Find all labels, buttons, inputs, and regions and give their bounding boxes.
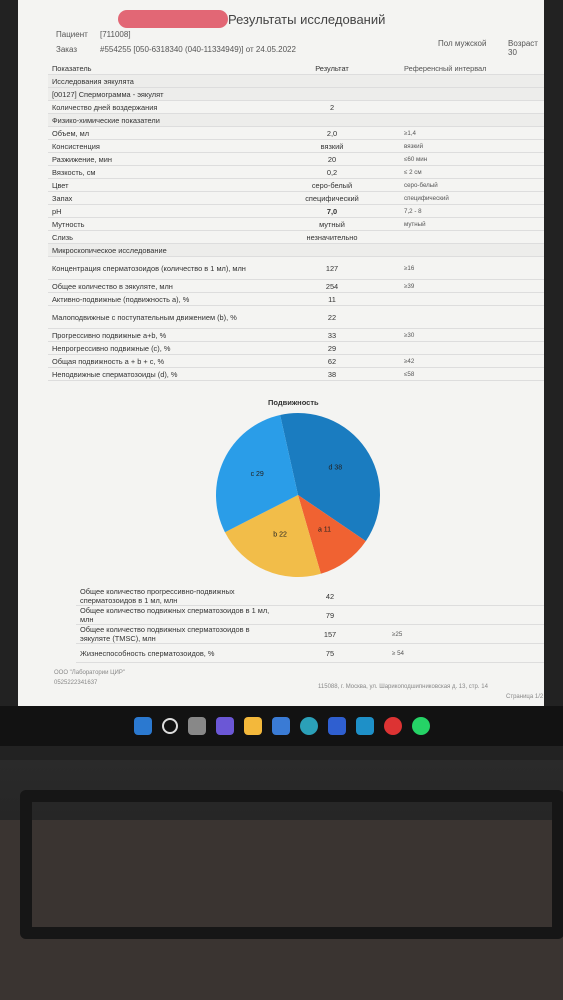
chat-icon[interactable] xyxy=(215,717,234,735)
search-icon[interactable] xyxy=(161,718,178,734)
table-row: Общее количество прогрессивно-подвижных … xyxy=(76,587,544,606)
patient-value: [711008] xyxy=(100,30,131,39)
table-row: Запах специфический специфический xyxy=(48,192,544,205)
order-label: Заказ xyxy=(56,45,77,54)
table-row: Прогрессивно подвижные a+b, % 33 ≥30 xyxy=(48,329,544,342)
pie-label-b: b 22 xyxy=(273,531,287,538)
table-row: Общее количество подвижных сперматозоидо… xyxy=(76,606,544,625)
table-header: Показатель Результат Референсный интерва… xyxy=(48,62,544,75)
table-row: Концентрация сперматозоидов (количество … xyxy=(48,257,544,280)
app2-icon[interactable] xyxy=(355,717,374,735)
taskview-icon[interactable] xyxy=(187,717,206,735)
section-phys: Физико-химические показатели xyxy=(48,114,544,127)
table-row: Активно-подвижные (подвижность а), % 11 xyxy=(48,293,544,306)
redacted-name xyxy=(118,10,228,28)
section-sperm: [00127] Спермограмма - эякулят xyxy=(48,88,544,101)
table-row: Жизнеспособность сперматозоидов, % 75 ≥ 54 xyxy=(76,644,544,663)
pie-label-d: d 38 xyxy=(328,465,342,472)
lab-report: Результаты исследований Пациент [711008]… xyxy=(18,0,544,706)
pie-slice-c xyxy=(215,414,298,533)
table-row: Общее количество в эякуляте, млн 254 ≥39 xyxy=(48,280,544,293)
table-row: Цвет серо-белый серо-белый xyxy=(48,179,544,192)
order-value: #554255 [050-6318340 (040-11334949)] от … xyxy=(100,45,296,54)
footer-page: Страница 1/2 xyxy=(506,694,544,700)
whatsapp-icon[interactable] xyxy=(411,717,430,735)
patient-label: Пациент xyxy=(56,30,88,39)
app3-icon[interactable] xyxy=(383,717,402,735)
results-table: Показатель Результат Референсный интерва… xyxy=(48,62,544,381)
store-icon[interactable] xyxy=(271,717,290,735)
section-micro: Микроскопическое исследование xyxy=(48,244,544,257)
table-row: Разжижение, мин 20 ≤60 мин xyxy=(48,153,544,166)
table-row: Мутность мутный мутный xyxy=(48,218,544,231)
table-row: Малоподвижные с поступательным движением… xyxy=(48,306,544,329)
motility-pie-chart: d 38 a 11 b 22 c 29 xyxy=(215,413,380,577)
monitor-screen: Результаты исследований Пациент [711008]… xyxy=(18,0,544,706)
footer-code: 0525222341637 xyxy=(54,680,98,686)
table-row: Общее количество подвижных сперматозоидо… xyxy=(76,625,544,644)
table-row: Количество дней воздержания 2 xyxy=(48,101,544,114)
table-row: pH 7,0 7,2 - 8 xyxy=(48,205,544,218)
edge-icon[interactable] xyxy=(299,717,318,735)
section-main: Исследования эякулята xyxy=(48,75,544,88)
table-row: Неподвижные сперматозоиды (d), % 38 ≤58 xyxy=(48,368,544,381)
report-title: Результаты исследований xyxy=(228,12,386,27)
table-row: Вязкость, см 0,2 ≤ 2 см xyxy=(48,166,544,179)
table-row: Консистенция вязкий вязкий xyxy=(48,140,544,153)
taskbar xyxy=(0,706,563,746)
pie-slice-b xyxy=(224,495,321,577)
table-row: Объем, мл 2,0 ≥1,4 xyxy=(48,127,544,140)
pie-slice-a xyxy=(298,495,366,574)
table-row: Слизь незначительно xyxy=(48,231,544,244)
monitor-stand xyxy=(20,790,563,939)
pie-slice-d xyxy=(280,413,380,542)
summary-table: Общее количество прогрессивно-подвижных … xyxy=(76,587,544,663)
pie-label-a: a 11 xyxy=(318,526,331,533)
sex-value: Пол мужской xyxy=(438,39,487,48)
app-icon[interactable] xyxy=(327,717,346,735)
windows-icon[interactable] xyxy=(133,717,152,735)
pie-label-c: c 29 xyxy=(251,471,264,478)
footer-address: 115088, г. Москва, ул. Шарикоподшипников… xyxy=(318,684,488,690)
folder-icon[interactable] xyxy=(243,717,262,735)
desk-surface xyxy=(0,820,563,1000)
table-row: Общая подвижность a + b + c, % 62 ≥42 xyxy=(48,355,544,368)
table-row: Непрогрессивно подвижные (c), % 29 xyxy=(48,342,544,355)
age-value: Возраст 30 xyxy=(508,39,538,57)
footer-lab-name: ООО "Лаборатории ЦИР" xyxy=(54,670,125,676)
chart-title: Подвижность xyxy=(268,398,319,407)
